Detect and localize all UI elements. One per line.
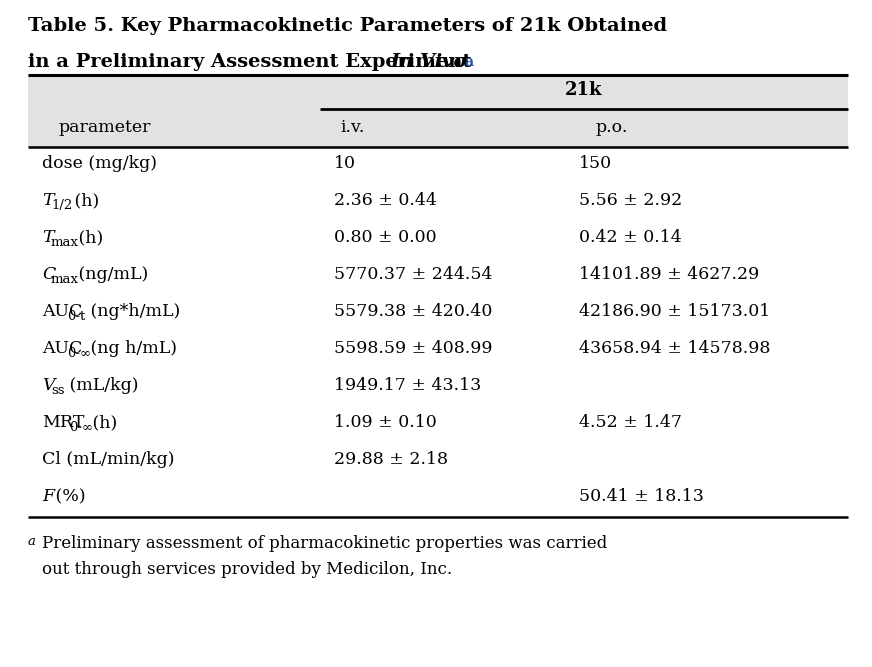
Text: (mL/kg): (mL/kg) (64, 377, 139, 394)
Text: 2.36 ± 0.44: 2.36 ± 0.44 (334, 192, 437, 209)
Text: a: a (28, 535, 36, 548)
Text: (ng h/mL): (ng h/mL) (85, 340, 177, 357)
Text: i.v.: i.v. (340, 119, 364, 136)
Text: 5598.59 ± 408.99: 5598.59 ± 408.99 (334, 340, 493, 357)
Text: F: F (42, 488, 54, 505)
Text: Table 5. Key Pharmacokinetic Parameters of 21k Obtained: Table 5. Key Pharmacokinetic Parameters … (28, 17, 667, 35)
Text: V: V (42, 377, 54, 394)
Text: (h): (h) (73, 229, 103, 246)
Text: parameter: parameter (58, 119, 151, 136)
Text: 5579.38 ± 420.40: 5579.38 ± 420.40 (334, 303, 493, 320)
Text: 4.52 ± 1.47: 4.52 ± 1.47 (579, 414, 682, 431)
Text: (ng*h/mL): (ng*h/mL) (85, 303, 181, 320)
Text: (ng/mL): (ng/mL) (73, 266, 148, 283)
Text: out through services provided by Medicilon, Inc.: out through services provided by Medicil… (42, 561, 452, 578)
Text: 21k: 21k (565, 81, 603, 99)
Text: 0.42 ± 0.14: 0.42 ± 0.14 (579, 229, 682, 246)
Text: 50.41 ± 18.13: 50.41 ± 18.13 (579, 488, 704, 505)
Bar (28, 75, 848, 147)
Text: 1/2: 1/2 (51, 199, 72, 212)
Text: 10: 10 (334, 155, 356, 172)
Text: Cl (mL/min/kg): Cl (mL/min/kg) (42, 451, 174, 468)
Text: 0.80 ± 0.00: 0.80 ± 0.00 (334, 229, 437, 246)
Text: 43658.94 ± 14578.98: 43658.94 ± 14578.98 (579, 340, 770, 357)
Text: AUC: AUC (42, 303, 82, 320)
Text: 150: 150 (579, 155, 612, 172)
Text: In Vivo: In Vivo (390, 53, 467, 71)
Text: dose (mg/kg): dose (mg/kg) (42, 155, 157, 172)
Text: max: max (51, 273, 79, 286)
Text: Preliminary assessment of pharmacokinetic properties was carried: Preliminary assessment of pharmacokineti… (42, 535, 607, 552)
Text: 1949.17 ± 43.13: 1949.17 ± 43.13 (334, 377, 481, 394)
Text: in a Preliminary Assessment Experiment: in a Preliminary Assessment Experiment (28, 53, 478, 71)
Text: 1.09 ± 0.10: 1.09 ± 0.10 (334, 414, 437, 431)
Text: 14101.89 ± 4627.29: 14101.89 ± 4627.29 (579, 266, 760, 283)
Text: max: max (51, 236, 79, 249)
Text: 0-∞: 0-∞ (67, 347, 91, 360)
Text: MRT: MRT (42, 414, 85, 431)
Text: T: T (42, 229, 53, 246)
Text: 0-t: 0-t (67, 310, 85, 323)
Text: ss: ss (51, 384, 65, 397)
Text: T: T (42, 192, 53, 209)
Text: p.o.: p.o. (595, 119, 627, 136)
Text: 42186.90 ± 15173.01: 42186.90 ± 15173.01 (579, 303, 770, 320)
Text: 0-∞: 0-∞ (69, 421, 93, 434)
Text: (%): (%) (50, 488, 85, 505)
Text: (h): (h) (87, 414, 117, 431)
Text: (h): (h) (69, 192, 99, 209)
Text: 5.56 ± 2.92: 5.56 ± 2.92 (579, 192, 682, 209)
Text: 5770.37 ± 244.54: 5770.37 ± 244.54 (334, 266, 493, 283)
Text: AUC: AUC (42, 340, 82, 357)
Text: 29.88 ± 2.18: 29.88 ± 2.18 (334, 451, 448, 468)
Text: a: a (464, 55, 473, 69)
Text: C: C (42, 266, 55, 283)
